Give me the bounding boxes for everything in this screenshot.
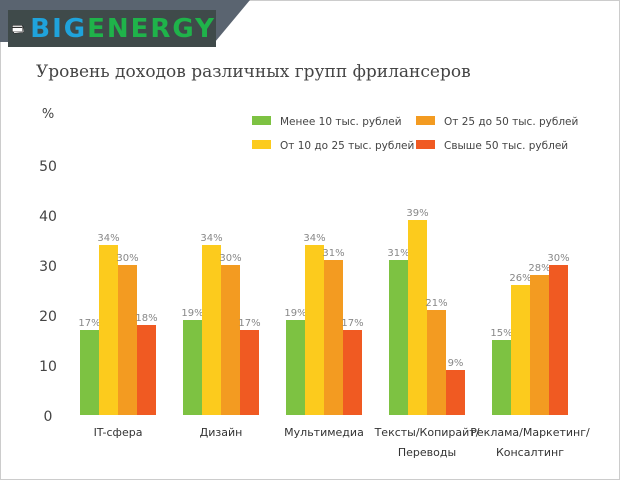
data-label: 21% bbox=[425, 298, 447, 309]
bar bbox=[511, 285, 530, 415]
chart-title: Уровень доходов различных групп фрилансе… bbox=[36, 62, 471, 82]
bar bbox=[183, 320, 202, 415]
bar bbox=[343, 330, 362, 415]
data-label: 34% bbox=[200, 233, 222, 244]
y-tick-label: 0 bbox=[44, 409, 53, 425]
data-label: 31% bbox=[387, 248, 409, 259]
bar bbox=[99, 245, 118, 415]
x-tick-label: IT-сфера bbox=[94, 426, 143, 439]
x-tick-label: Консалтинг bbox=[496, 446, 564, 459]
logo[interactable]: BIGENERGY bbox=[8, 10, 216, 47]
y-tick-label: 40 bbox=[39, 209, 57, 225]
bar bbox=[202, 245, 221, 415]
data-label: 18% bbox=[135, 313, 157, 324]
y-tick-label: 30 bbox=[39, 259, 57, 275]
x-tick-label: Тексты/Копирайт/ bbox=[374, 426, 480, 439]
data-label: 39% bbox=[406, 208, 428, 219]
x-tick-label: Мультимедиа bbox=[284, 426, 364, 439]
legend-label: Свыше 50 тыс. рублей bbox=[444, 140, 568, 152]
logo-energy: ENERGY bbox=[87, 13, 216, 44]
data-label: 30% bbox=[547, 253, 569, 264]
bar bbox=[492, 340, 511, 415]
bar bbox=[324, 260, 343, 415]
logo-big: BIG bbox=[30, 13, 88, 44]
bar bbox=[530, 275, 549, 415]
x-tick-label: Переводы bbox=[398, 446, 456, 459]
y-axis-label: % bbox=[42, 107, 54, 122]
data-label: 9% bbox=[448, 358, 464, 369]
y-tick-label: 50 bbox=[39, 159, 57, 175]
bar bbox=[221, 265, 240, 415]
legend-swatch bbox=[252, 140, 271, 149]
bar bbox=[137, 325, 156, 415]
data-label: 30% bbox=[116, 253, 138, 264]
bar bbox=[446, 370, 465, 415]
data-label: 19% bbox=[181, 308, 203, 319]
bar bbox=[389, 260, 408, 415]
y-tick-label: 10 bbox=[39, 359, 57, 375]
data-label: 26% bbox=[509, 273, 531, 284]
data-label: 30% bbox=[219, 253, 241, 264]
bar bbox=[240, 330, 259, 415]
x-tick-label: Дизайн bbox=[200, 426, 243, 439]
legend-label: Менее 10 тыс. рублей bbox=[280, 116, 402, 128]
legend-swatch bbox=[416, 140, 435, 149]
bar bbox=[80, 330, 99, 415]
credit-card-icon bbox=[12, 24, 25, 34]
data-label: 15% bbox=[490, 328, 512, 339]
data-label: 34% bbox=[303, 233, 325, 244]
data-label: 28% bbox=[528, 263, 550, 274]
legend-label: От 10 до 25 тыс. рублей bbox=[280, 140, 414, 152]
legend-label: От 25 до 50 тыс. рублей bbox=[444, 116, 578, 128]
y-tick-label: 20 bbox=[39, 309, 57, 325]
x-tick-label: Реклама/Маркетинг/ bbox=[470, 426, 590, 439]
bar bbox=[549, 265, 568, 415]
bar bbox=[286, 320, 305, 415]
bar bbox=[427, 310, 446, 415]
data-label: 17% bbox=[238, 318, 260, 329]
data-label: 17% bbox=[78, 318, 100, 329]
data-label: 31% bbox=[322, 248, 344, 259]
legend-swatch bbox=[416, 116, 435, 125]
data-label: 17% bbox=[341, 318, 363, 329]
bar bbox=[408, 220, 427, 415]
data-label: 34% bbox=[97, 233, 119, 244]
data-label: 19% bbox=[284, 308, 306, 319]
bar bbox=[305, 245, 324, 415]
legend-swatch bbox=[252, 116, 271, 125]
bar bbox=[118, 265, 137, 415]
